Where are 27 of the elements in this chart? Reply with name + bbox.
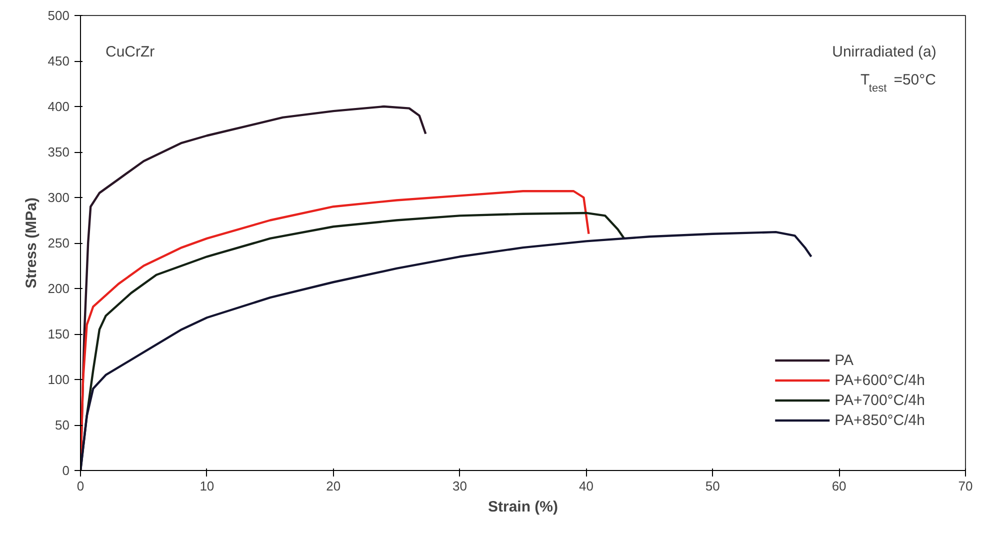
y-tick-label: 400 bbox=[48, 99, 70, 114]
y-tick-label: 300 bbox=[48, 190, 70, 205]
x-tick-label: 50 bbox=[705, 478, 720, 494]
x-axis-title: Strain (%) bbox=[488, 498, 558, 516]
y-tick-label: 250 bbox=[48, 236, 70, 250]
x-tick-label: 70 bbox=[958, 478, 973, 494]
x-tick-label: 30 bbox=[452, 478, 468, 494]
y-tick-label: 450 bbox=[48, 54, 70, 68]
legend-label: PA+850°C/4h bbox=[834, 412, 925, 428]
legend-label: PA bbox=[834, 352, 855, 368]
y-tick-label: 50 bbox=[55, 418, 70, 432]
legend-label: PA+600°C/4h bbox=[834, 372, 925, 388]
y-axis-title: Stress (MPa) bbox=[22, 198, 40, 288]
legend-label: PA+700°C/4h bbox=[834, 392, 925, 408]
x-tick-label: 10 bbox=[200, 478, 214, 494]
annotation: Unirradiated (a) bbox=[832, 44, 936, 60]
x-tick-label: 0 bbox=[76, 478, 84, 494]
y-tick-label: 100 bbox=[48, 372, 70, 387]
y-tick-label: 200 bbox=[48, 281, 70, 296]
y-tick-label: 500 bbox=[48, 8, 70, 23]
annotation: CuCrZr bbox=[106, 44, 155, 60]
x-tick-label: 60 bbox=[832, 478, 846, 494]
y-tick-label: 350 bbox=[48, 144, 70, 160]
y-tick-label: 0 bbox=[62, 463, 70, 478]
x-tick-label: 20 bbox=[326, 478, 341, 494]
y-tick-label: 150 bbox=[48, 326, 70, 342]
x-tick-label: 40 bbox=[578, 478, 594, 494]
